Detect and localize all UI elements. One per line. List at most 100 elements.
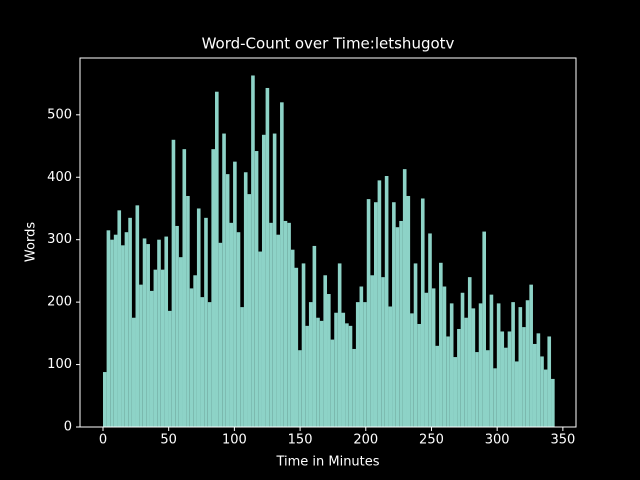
bar	[236, 232, 241, 427]
bar	[366, 199, 371, 427]
bar	[345, 323, 349, 427]
bar	[225, 174, 230, 427]
bar	[301, 263, 306, 427]
bar	[373, 202, 378, 427]
bar	[475, 352, 479, 427]
bar	[507, 331, 512, 427]
y-tick-label: 300	[47, 232, 72, 247]
bar	[446, 336, 450, 427]
bar	[276, 234, 281, 427]
bar	[110, 239, 114, 427]
bar	[251, 75, 255, 427]
bar	[395, 227, 400, 427]
bar	[196, 208, 201, 427]
plot-frame	[79, 57, 577, 428]
bar	[265, 87, 270, 427]
bar	[511, 302, 515, 427]
bar	[428, 233, 432, 427]
bar	[200, 297, 205, 427]
bar	[204, 217, 208, 427]
bar	[529, 284, 533, 427]
bar	[431, 288, 436, 427]
bar	[352, 348, 356, 427]
bar	[525, 300, 530, 427]
x-tick-label: 150	[288, 433, 313, 448]
bar	[327, 294, 331, 427]
bar	[102, 372, 107, 427]
bar	[359, 286, 364, 427]
bar	[207, 302, 212, 427]
bar	[178, 257, 183, 427]
bar	[305, 325, 309, 427]
y-axis-label: Words	[24, 222, 39, 262]
bar	[514, 361, 519, 427]
bar	[211, 149, 216, 428]
bar	[164, 236, 169, 427]
bar	[464, 317, 468, 427]
bar	[106, 230, 111, 427]
bar	[496, 303, 501, 427]
bar	[406, 195, 411, 427]
bar	[153, 269, 158, 427]
bar	[229, 222, 234, 427]
x-tick-label: 350	[550, 433, 575, 448]
bar	[124, 232, 129, 427]
bar	[290, 249, 295, 427]
bar	[316, 317, 320, 427]
bar	[218, 242, 223, 427]
bar	[312, 245, 317, 427]
bar	[117, 210, 122, 427]
bar	[457, 328, 461, 427]
bar	[453, 357, 458, 427]
y-tick-label: 0	[64, 420, 72, 435]
bar	[532, 343, 537, 427]
x-tick-label: 50	[160, 433, 177, 448]
bar	[168, 310, 172, 427]
bar	[171, 139, 176, 428]
bar	[363, 302, 367, 427]
bar	[381, 277, 385, 427]
x-axis-label: Time in Minutes	[275, 455, 379, 470]
bar	[113, 234, 118, 427]
bar	[215, 91, 219, 428]
bar	[121, 245, 125, 427]
bar	[341, 312, 346, 427]
bar	[186, 195, 190, 427]
y-tick-label: 400	[47, 170, 72, 185]
x-tick-label: 250	[419, 433, 444, 448]
bar	[424, 292, 429, 427]
bar	[330, 339, 335, 427]
bar	[500, 331, 505, 427]
bar	[272, 133, 277, 427]
bar	[540, 356, 544, 427]
bar	[543, 369, 548, 427]
bar	[442, 286, 447, 427]
bar	[298, 350, 302, 427]
bar	[449, 303, 454, 427]
bar	[157, 239, 161, 427]
bar	[460, 292, 465, 427]
bar	[467, 277, 472, 427]
bar	[402, 169, 407, 427]
bar	[504, 347, 508, 427]
y-tick-label: 200	[47, 295, 72, 310]
bar	[142, 238, 147, 427]
bar	[471, 308, 476, 427]
bar	[392, 202, 396, 427]
bar	[193, 275, 197, 427]
bar	[348, 325, 353, 427]
x-tick-label: 0	[99, 433, 107, 448]
bar	[269, 222, 273, 427]
bar	[435, 345, 440, 427]
bar	[536, 333, 541, 427]
bar	[547, 336, 552, 427]
bar	[489, 294, 494, 427]
x-tick-label: 300	[485, 433, 510, 448]
bar	[294, 267, 299, 427]
bar	[261, 134, 266, 428]
bar	[399, 220, 403, 427]
y-tick-label: 500	[47, 107, 72, 122]
bar	[377, 180, 382, 427]
bar	[417, 323, 421, 427]
